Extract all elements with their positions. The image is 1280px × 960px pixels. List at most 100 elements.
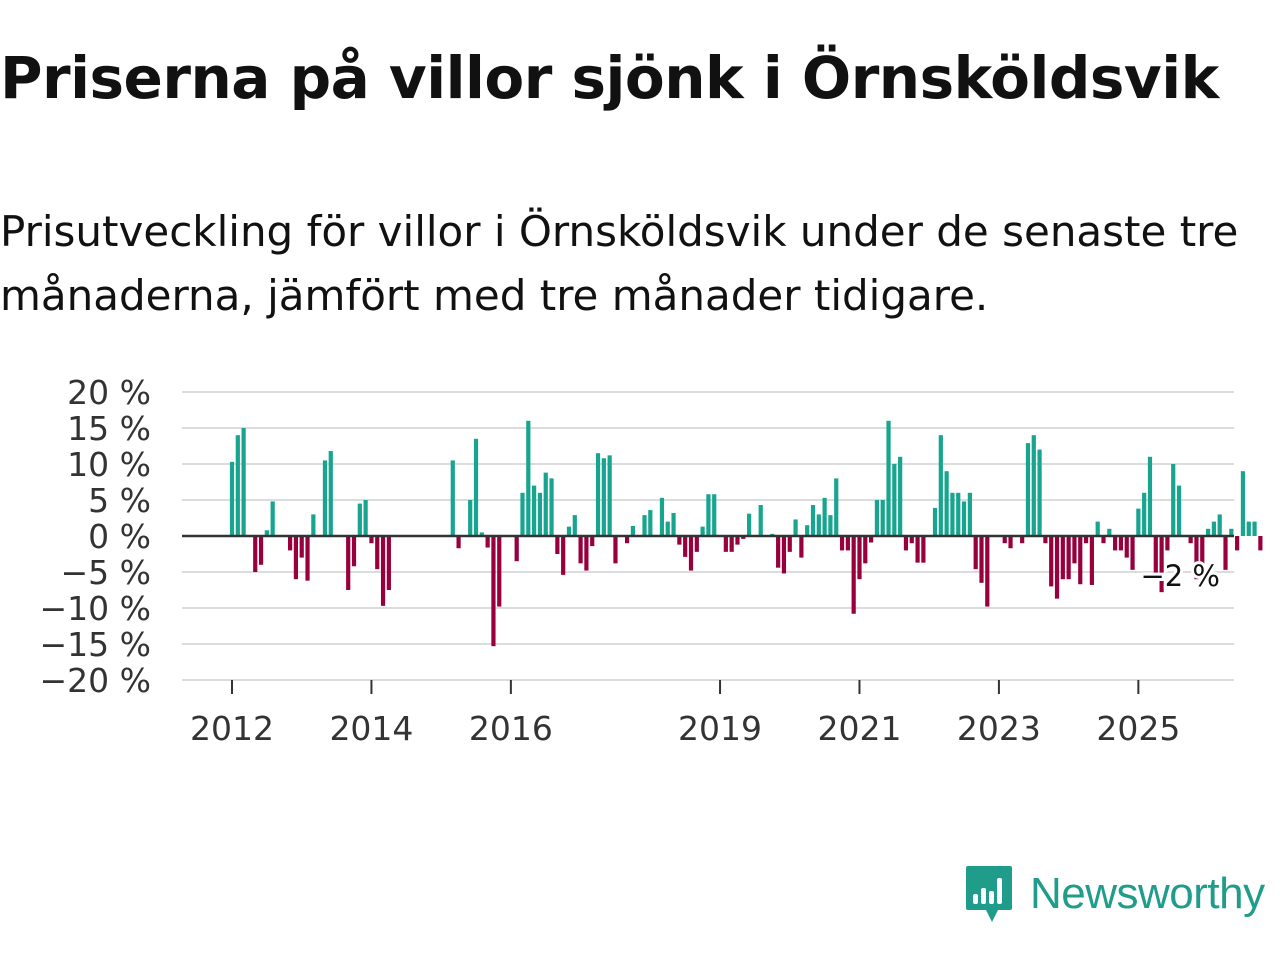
bar [235, 435, 240, 536]
bar [938, 435, 943, 536]
bar [1054, 536, 1060, 599]
bar [985, 536, 990, 607]
x-tick-label: 2012 [190, 709, 274, 748]
bar [532, 485, 537, 536]
x-tick-label: 2016 [469, 709, 553, 748]
bar [1194, 536, 1199, 580]
bar [520, 492, 525, 536]
bar [1217, 514, 1222, 536]
bar [264, 530, 269, 536]
bar [1066, 536, 1071, 580]
bar [1118, 536, 1124, 551]
bar [781, 536, 787, 574]
y-axis-labels: 20 %15 %10 %5 %0 %−5 %−10 %−15 %−20 % [40, 373, 152, 700]
bar [1235, 536, 1240, 551]
bar [979, 536, 984, 583]
bar [270, 501, 275, 536]
bar [351, 536, 357, 567]
bar [311, 514, 316, 536]
bar [1176, 485, 1182, 536]
bar [1107, 528, 1112, 536]
bar [898, 456, 903, 536]
y-tick-label: 0 % [88, 517, 151, 556]
bar [572, 515, 577, 536]
bar [886, 420, 891, 536]
chart-title: Priserna på villor sjönk i Örnsköldsvik [0, 44, 1219, 112]
bar [869, 536, 874, 543]
bar [299, 536, 304, 558]
bar [1252, 521, 1257, 536]
bar [903, 536, 909, 551]
bar [1223, 536, 1228, 570]
bar [1020, 536, 1025, 544]
bar [1165, 536, 1170, 551]
bar [665, 521, 670, 536]
bar [799, 536, 804, 558]
bar [729, 536, 734, 552]
bar [712, 494, 717, 536]
bar [671, 512, 676, 536]
bar [1124, 536, 1129, 558]
bar [741, 536, 746, 539]
bar [1025, 443, 1031, 536]
bar [1037, 449, 1042, 536]
grid-lines [182, 391, 1234, 681]
newsworthy-chart-icon [966, 866, 1012, 922]
bar [1240, 471, 1246, 536]
bar [677, 536, 682, 545]
bar [543, 472, 548, 536]
bar [258, 536, 264, 565]
bar [386, 536, 391, 590]
bar [305, 536, 310, 581]
bar [1142, 492, 1147, 536]
bar [892, 464, 897, 536]
bar [1031, 435, 1036, 536]
bar [810, 505, 816, 536]
x-tick-label: 2019 [678, 709, 762, 748]
bar [1153, 536, 1158, 580]
bar [555, 536, 560, 554]
bar [863, 536, 868, 564]
bar [485, 536, 490, 548]
y-tick-label: 10 % [67, 445, 151, 484]
bar [369, 536, 374, 544]
x-tick-label: 2025 [1096, 709, 1180, 748]
bar [375, 536, 380, 570]
bar [288, 536, 293, 551]
bar [497, 536, 502, 607]
bar [601, 458, 606, 536]
bar [950, 492, 955, 536]
bar [828, 515, 833, 536]
bar [909, 536, 914, 544]
bar [956, 492, 961, 536]
bar [694, 536, 699, 552]
bar [1171, 464, 1176, 536]
last-value-label: −2 % [1140, 559, 1220, 593]
bar [322, 460, 328, 536]
bars [229, 420, 1263, 647]
bar [380, 536, 386, 606]
bar [241, 428, 246, 536]
bar [793, 519, 798, 536]
bar [479, 532, 484, 536]
bar-chart: 20 %15 %10 %5 %0 %−5 %−10 %−15 %−20 % 20… [40, 373, 1263, 748]
y-tick-label: −5 % [61, 553, 152, 592]
bar [590, 536, 595, 547]
chart-subtitle: Prisutveckling för villor i Örnsköldsvik… [0, 207, 1239, 320]
bar [805, 525, 810, 536]
bar [468, 500, 473, 536]
bar [1246, 521, 1251, 536]
x-tick-label: 2023 [957, 709, 1041, 748]
bar [735, 536, 740, 545]
bar [967, 492, 972, 536]
y-tick-label: 15 % [67, 409, 151, 448]
bar [1008, 536, 1013, 549]
bar [578, 536, 583, 564]
bar [549, 478, 554, 536]
bar [746, 513, 752, 536]
y-tick-label: −10 % [40, 589, 152, 628]
bar [624, 536, 630, 544]
bar [328, 451, 333, 536]
bar [293, 536, 299, 580]
bar [584, 536, 589, 571]
